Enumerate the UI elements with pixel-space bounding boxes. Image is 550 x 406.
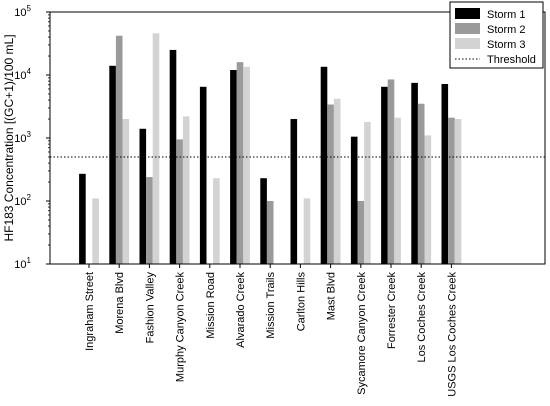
bar-storm-1-forrester-creek — [381, 86, 388, 264]
bar-storm-2-sycamore-canyon-creek — [357, 201, 365, 264]
legend-label: Storm 3 — [487, 39, 526, 51]
y-axis-ticks: 101 102 103 104 105 — [14, 4, 50, 271]
bar-storm-2-fashion-valley — [146, 177, 153, 264]
bar-storm-3-ingraham-street — [92, 198, 99, 264]
bar-storm-1-carlton-hills — [290, 119, 298, 264]
x-tick-label: Murphy Canyon Creek — [175, 272, 187, 383]
legend: Storm 1 Storm 2 Storm 3 Threshold — [449, 1, 544, 69]
bar-storm-1-alvarado-creek — [230, 70, 237, 264]
bar-storm-1-ingraham-street — [79, 173, 86, 264]
legend-label: Storm 1 — [487, 9, 526, 21]
bar-storm-2-los-coches-creek — [417, 103, 425, 264]
x-axis-ticks: Ingraham Street Morena Blvd Fashion Valley… — [84, 264, 458, 397]
bar-storm-1-fashion-valley — [139, 128, 147, 264]
bar-storm-3-morena-blvd — [122, 119, 130, 264]
y-tick-label: 101 — [14, 256, 31, 271]
bar-storm-3-forrester-creek — [394, 117, 401, 264]
x-tick-label: Carlton Hills — [295, 272, 307, 332]
x-tick-label: Forrester Creek — [386, 272, 398, 350]
bar-storm-3-fashion-valley — [152, 33, 160, 264]
bar-storm-1-sycamore-canyon-creek — [350, 136, 358, 264]
bar-storm-2-morena-blvd — [115, 35, 123, 264]
y-tick-label: 102 — [14, 193, 31, 208]
bar-storm-1-los-coches-creek — [411, 82, 418, 265]
legend-swatch-storm-2 — [455, 23, 480, 34]
bars-group — [79, 33, 462, 265]
x-tick-label: Morena Blvd — [114, 272, 126, 334]
bar-storm-1-morena-blvd — [109, 65, 116, 264]
y-tick-label: 103 — [14, 130, 31, 145]
x-tick-label: USGS Los Coches Creek — [446, 272, 458, 397]
x-tick-label: Ingraham Street — [84, 272, 96, 351]
x-tick-label: Mission Trails — [265, 272, 277, 339]
x-tick-label: Mission Road — [205, 272, 217, 339]
bar-storm-3-los-coches-creek — [424, 135, 432, 264]
bar-storm-2-forrester-creek — [387, 79, 395, 264]
bar-storm-1-mast-blvd — [320, 66, 328, 264]
x-tick-label: Sycamore Canyon Creek — [356, 272, 368, 395]
bar-storm-1-mission-trails — [260, 178, 267, 264]
bar-storm-3-alvarado-creek — [243, 66, 250, 264]
y-tick-label: 104 — [14, 67, 31, 82]
bar-storm-3-sycamore-canyon-creek — [364, 121, 371, 264]
y-axis-title: HF183 Concentration [(GC+1)/100 mL] — [2, 34, 16, 241]
bar-storm-3-carlton-hills — [303, 198, 311, 264]
bar-storm-3-mission-road — [213, 178, 220, 264]
bar-storm-1-usgs-los-coches-creek — [441, 83, 449, 265]
bar-storm-1-mission-road — [199, 86, 207, 264]
bar-storm-2-usgs-los-coches-creek — [448, 117, 455, 264]
x-tick-label: Alvarado Creek — [235, 272, 247, 348]
legend-swatch-storm-3 — [455, 38, 480, 49]
bar-storm-2-alvarado-creek — [236, 62, 244, 264]
bar-storm-2-mast-blvd — [327, 104, 334, 265]
legend-swatch-storm-1 — [455, 8, 480, 19]
x-tick-label: Los Coches Creek — [416, 272, 428, 363]
bar-storm-2-murphy-canyon-creek — [176, 139, 183, 264]
x-tick-label: Mast Blvd — [326, 272, 338, 320]
bar-storm-3-murphy-canyon-creek — [182, 116, 190, 265]
legend-label: Threshold — [487, 54, 536, 66]
bar-storm-3-usgs-los-coches-creek — [454, 119, 462, 264]
y-tick-label: 105 — [14, 4, 31, 19]
bar-storm-2-mission-trails — [266, 201, 274, 264]
x-tick-label: Fashion Valley — [144, 272, 156, 344]
bar-storm-3-mast-blvd — [333, 98, 341, 265]
legend-label: Storm 2 — [487, 24, 526, 36]
